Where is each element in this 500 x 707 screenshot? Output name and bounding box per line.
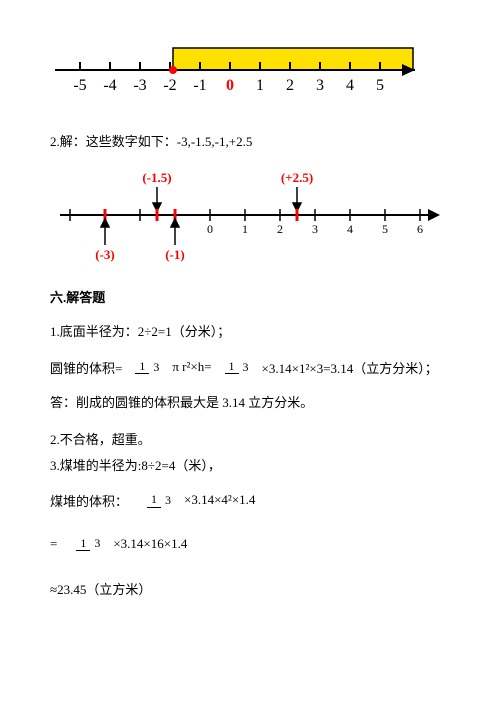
section-6-title: 六.解答题 <box>50 287 450 306</box>
svg-text:(-3): (-3) <box>95 247 115 262</box>
svg-text:-4: -4 <box>103 77 116 94</box>
svg-text:1: 1 <box>242 222 248 236</box>
number-line-2-svg: (-1.5) (+2.5) 0 1 2 3 4 5 6 (-3) (-1) <box>50 167 450 267</box>
fraction-1-3-d: 1 3 <box>76 537 104 551</box>
q3-vol-tail1: ×3.14×4²×1.4 <box>184 492 255 508</box>
q3-vol-tail2: ×3.14×16×1.4 <box>113 536 187 552</box>
svg-text:(+2.5): (+2.5) <box>281 170 313 185</box>
svg-text:6: 6 <box>417 222 423 236</box>
svg-text:-2: -2 <box>163 77 176 94</box>
q1-vol-prefix: 圆锥的体积= <box>50 358 122 377</box>
q1-volume-eq: 圆锥的体积= 1 3 π r²×h= 1 3 ×3.14×1²×3=3.14（立… <box>50 358 450 377</box>
q2-intro: 2.解：这些数字如下：-3,-1.5,-1,+2.5 <box>50 130 450 153</box>
svg-text:-3: -3 <box>133 77 146 94</box>
svg-text:(-1.5): (-1.5) <box>142 170 171 185</box>
q2-line: 2.不合格，超重。 <box>50 428 450 451</box>
svg-text:0: 0 <box>207 222 213 236</box>
q1-vol-mid2: ×3.14×1²×3=3.14（立方分米）； <box>262 358 438 377</box>
q3-line: 3.煤堆的半径为:8÷2=4（米）， <box>50 454 450 477</box>
number-line-2: (-1.5) (+2.5) 0 1 2 3 4 5 6 (-3) (-1) <box>50 167 450 267</box>
svg-text:(-1): (-1) <box>165 247 185 262</box>
svg-text:1: 1 <box>256 77 264 94</box>
svg-text:4: 4 <box>347 222 353 236</box>
q1-answer: 答：削成的圆锥的体积最大是 3.14 立方分米。 <box>50 391 450 414</box>
fraction-1-3-a: 1 3 <box>135 360 163 374</box>
svg-text:-5: -5 <box>73 77 86 94</box>
number-line-1-svg: -5 -4 -3 -2 -1 0 1 2 3 4 5 <box>50 40 430 110</box>
fraction-1-3-b: 1 3 <box>225 360 253 374</box>
number-line-1: -5 -4 -3 -2 -1 0 1 2 3 4 5 <box>50 40 450 110</box>
q1-vol-mid1: π r²×h= <box>172 359 211 375</box>
svg-text:5: 5 <box>376 77 384 94</box>
q3-volume-eq2: = 1 3 ×3.14×16×1.4 <box>50 536 450 552</box>
svg-text:2: 2 <box>277 222 283 236</box>
fraction-1-3-c: 1 3 <box>147 493 175 507</box>
svg-text:5: 5 <box>382 222 388 236</box>
svg-text:2: 2 <box>286 77 294 94</box>
svg-text:0: 0 <box>226 77 234 94</box>
q3-vol-prefix: 煤堆的体积： <box>50 491 128 510</box>
q3-eq-prefix: = <box>50 536 57 552</box>
svg-text:3: 3 <box>312 222 318 236</box>
q3-volume-eq1: 煤堆的体积： 1 3 ×3.14×4²×1.4 <box>50 491 450 510</box>
q1-line1: 1.底面半径为：2÷2=1（分米）； <box>50 320 450 343</box>
svg-text:3: 3 <box>316 77 324 94</box>
svg-text:-1: -1 <box>193 77 206 94</box>
svg-text:4: 4 <box>346 77 354 94</box>
q3-approx: ≈23.45（立方米） <box>50 578 450 601</box>
